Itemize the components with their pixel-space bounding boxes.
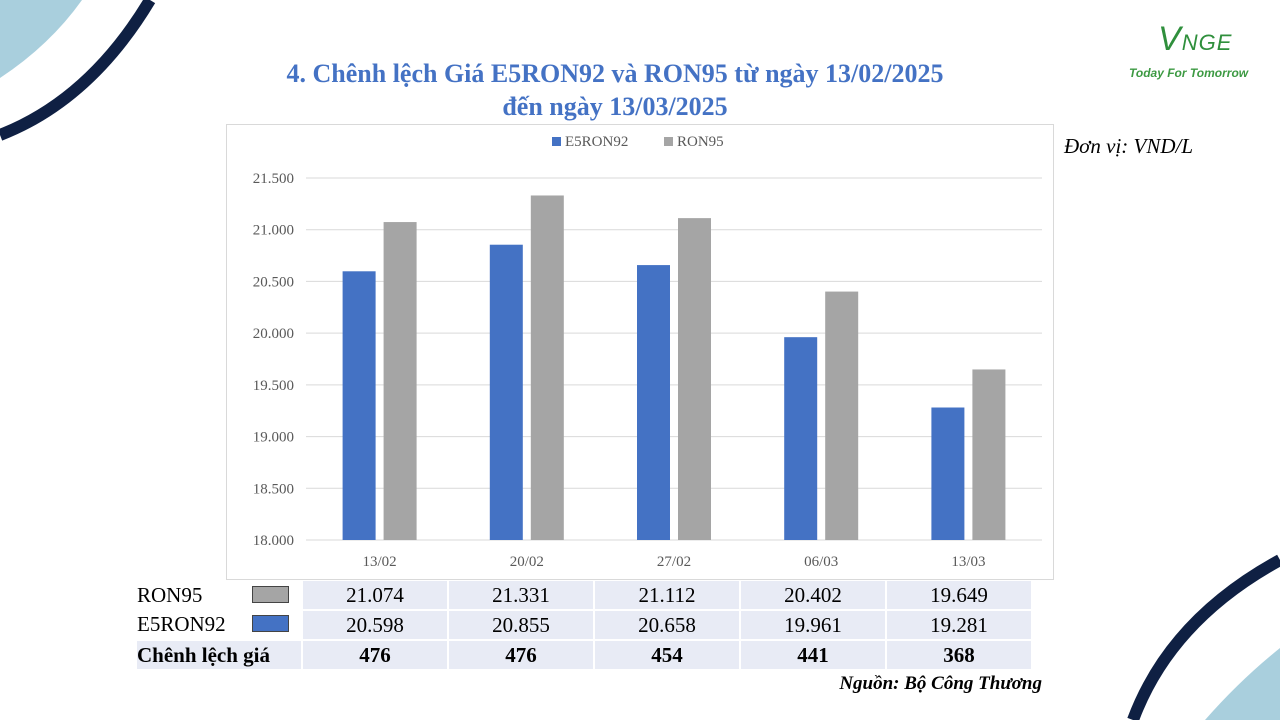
- bar-ron95: [825, 291, 859, 540]
- bar-ron95: [972, 369, 1006, 540]
- y-tick-label: 21.000: [253, 223, 294, 239]
- row-label-text: E5RON92: [137, 612, 226, 636]
- table-cell: 21.112: [593, 581, 740, 610]
- table-cell: 454: [593, 639, 740, 669]
- logo-tagline: Today For Tomorrow: [1129, 66, 1249, 80]
- table-cell: 476: [447, 639, 594, 669]
- table-row-e5ron92: E5RON92 20.598 20.855 20.658 19.961 19.2…: [137, 609, 1031, 640]
- row-label: RON95: [137, 581, 302, 610]
- table-cell: 19.961: [739, 609, 886, 640]
- table-cell: 20.598: [301, 609, 448, 640]
- top-left-navy-arc: [0, 0, 156, 141]
- table-cell: 368: [885, 639, 1031, 669]
- top-left-lightblue-shape: [0, 0, 82, 78]
- bar-e5ron92: [489, 244, 523, 540]
- bar-ron95: [678, 218, 711, 540]
- legend-swatch: [664, 137, 673, 146]
- table-cell: 20.855: [447, 609, 594, 640]
- table-cell: 19.281: [885, 609, 1031, 640]
- table-cell: 21.074: [301, 581, 448, 610]
- e5ron92-swatch: [252, 615, 289, 632]
- x-tick-label: 13/03: [951, 554, 985, 570]
- logo-v: V: [1158, 20, 1182, 58]
- bar-ron95: [383, 222, 417, 540]
- table-cell: 21.331: [447, 581, 594, 610]
- y-tick-label: 21.500: [253, 171, 294, 187]
- table-cell: 441: [739, 639, 886, 669]
- y-tick-label: 18.000: [253, 533, 294, 549]
- chart-title-line1: 4. Chênh lệch Giá E5RON92 và RON95 từ ng…: [286, 59, 944, 88]
- x-tick-label: 06/03: [804, 554, 838, 570]
- row-label: E5RON92: [137, 610, 302, 640]
- table-row-price-difference: Chênh lệch giá 476 476 454 441 368: [137, 639, 1031, 669]
- bottom-right-lightblue-shape: [1205, 648, 1280, 720]
- ron95-swatch: [252, 586, 289, 603]
- table-cell: 20.658: [593, 609, 740, 640]
- bar-e5ron92: [784, 337, 818, 540]
- bar-e5ron92: [931, 407, 965, 540]
- chart-title-line2: đến ngày 13/03/2025: [502, 92, 728, 121]
- y-tick-label: 19.000: [253, 430, 294, 446]
- legend-label: E5RON92: [565, 134, 628, 150]
- table-row-ron95: RON95 21.074 21.331 21.112 20.402 19.649: [137, 581, 1031, 610]
- x-tick-label: 27/02: [657, 554, 691, 570]
- legend-label: RON95: [677, 134, 724, 150]
- table-cell: 20.402: [739, 581, 886, 610]
- vnge-logo: VNGE Today For Tomorrow: [1120, 14, 1270, 94]
- chart-title: 4. Chênh lệch Giá E5RON92 và RON95 từ ng…: [210, 57, 1020, 123]
- table-cell: 476: [301, 639, 448, 669]
- logo-letters: NGE: [1181, 30, 1233, 55]
- legend-swatch: [552, 137, 561, 146]
- y-tick-label: 20.000: [253, 326, 294, 342]
- y-tick-label: 19.500: [253, 378, 294, 394]
- bar-e5ron92: [637, 265, 670, 540]
- data-table: RON95 21.074 21.331 21.112 20.402 19.649…: [137, 581, 1031, 669]
- bar-chart: 18.000 18.500 19.000 19.500 20.000 20.500 21.0…: [253, 134, 1042, 570]
- source-label: Nguồn: Bộ Công Thương: [839, 673, 1042, 694]
- row-label: Chênh lệch giá: [137, 639, 302, 669]
- x-tick-label: 20/02: [510, 554, 544, 570]
- bar-e5ron92: [342, 271, 376, 540]
- y-tick-label: 20.500: [253, 274, 294, 290]
- logo-mark: VNGE: [1158, 20, 1232, 59]
- row-label-text: RON95: [137, 583, 203, 607]
- bar-ron95: [530, 195, 564, 540]
- y-tick-label: 18.500: [253, 481, 294, 497]
- unit-label: Đơn vị: VND/L: [1064, 134, 1194, 158]
- bottom-right-navy-arc: [1127, 554, 1280, 720]
- table-cell: 19.649: [885, 581, 1031, 610]
- x-tick-label: 13/02: [363, 554, 397, 570]
